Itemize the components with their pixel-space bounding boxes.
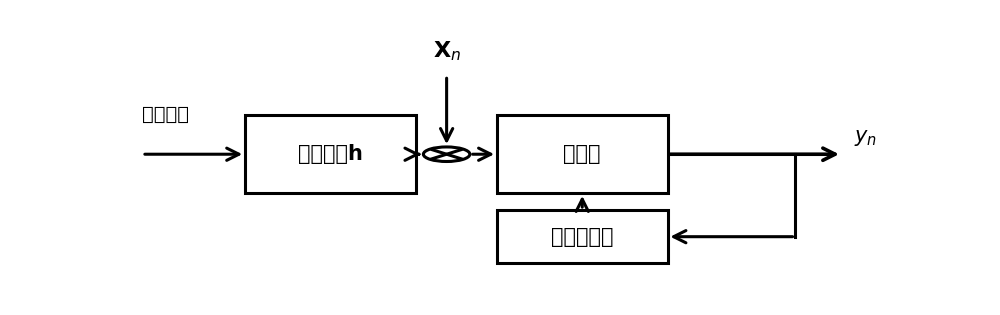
Text: 盲均衡算法: 盲均衡算法 xyxy=(551,227,614,247)
Text: 均衡器: 均衡器 xyxy=(564,144,601,164)
Bar xyxy=(497,210,668,263)
Bar xyxy=(497,115,668,193)
Text: $\mathbf{X}_n$: $\mathbf{X}_n$ xyxy=(433,40,461,63)
Circle shape xyxy=(423,147,470,162)
Text: 未知信道h: 未知信道h xyxy=(298,144,363,164)
Text: 接收信号: 接收信号 xyxy=(142,105,189,124)
Text: $y_n$: $y_n$ xyxy=(854,129,877,148)
Bar xyxy=(245,115,416,193)
